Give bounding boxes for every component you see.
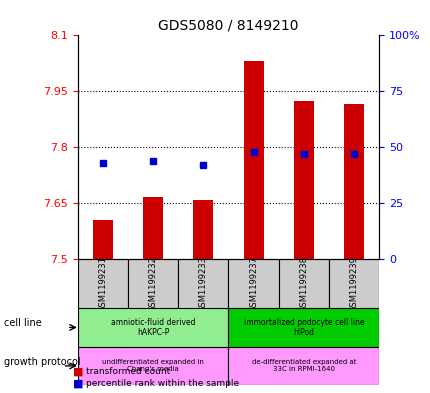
Bar [243,61,263,259]
FancyBboxPatch shape [128,259,178,308]
Text: growth protocol: growth protocol [4,357,81,367]
Bar [193,200,213,259]
Title: GDS5080 / 8149210: GDS5080 / 8149210 [158,19,298,33]
FancyBboxPatch shape [77,308,228,347]
FancyBboxPatch shape [228,308,378,347]
Text: GSM1199231: GSM1199231 [98,256,107,312]
Text: GSM1199233: GSM1199233 [198,256,207,312]
FancyBboxPatch shape [278,259,328,308]
FancyBboxPatch shape [77,347,228,385]
Text: GSM1199238: GSM1199238 [299,256,307,312]
Bar [143,196,163,259]
Text: percentile rank within the sample: percentile rank within the sample [86,379,239,387]
Text: GSM1199237: GSM1199237 [249,256,258,312]
Text: transformed count: transformed count [86,367,170,376]
FancyBboxPatch shape [328,259,378,308]
Bar [293,101,313,259]
Text: de-differentiated expanded at
33C in RPMI-1640: de-differentiated expanded at 33C in RPM… [251,360,355,373]
Bar [92,220,113,259]
Text: undifferentiated expanded in
Chang's media: undifferentiated expanded in Chang's med… [102,360,203,373]
Text: ■: ■ [73,366,83,376]
Text: ■: ■ [73,378,83,388]
FancyBboxPatch shape [228,259,278,308]
Bar [343,105,363,259]
Text: GSM1199239: GSM1199239 [349,256,358,312]
FancyBboxPatch shape [77,259,128,308]
Text: immortalized podocyte cell line
hIPod: immortalized podocyte cell line hIPod [243,318,363,337]
FancyBboxPatch shape [178,259,228,308]
Text: amniotic-fluid derived
hAKPC-P: amniotic-fluid derived hAKPC-P [111,318,195,337]
FancyBboxPatch shape [228,347,378,385]
Text: GSM1199232: GSM1199232 [148,256,157,312]
Text: cell line: cell line [4,318,42,329]
